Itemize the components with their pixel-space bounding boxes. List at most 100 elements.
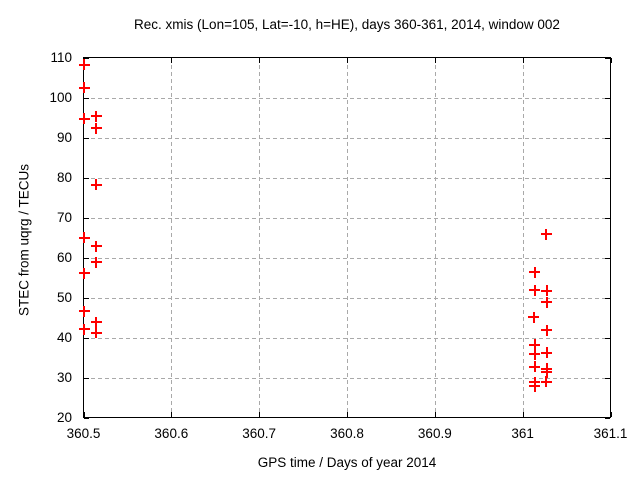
data-point-marker — [541, 285, 553, 297]
y-tick-left — [84, 417, 89, 419]
data-point-marker — [541, 347, 553, 359]
data-point-marker — [529, 266, 541, 278]
x-tick-label: 360.5 — [66, 426, 101, 441]
y-tick-left — [84, 297, 89, 299]
data-point-marker — [540, 376, 552, 388]
y-tick-right — [605, 377, 610, 379]
x-tick-label: 360.6 — [154, 426, 189, 441]
marker-v-stroke — [83, 82, 85, 94]
marker-v-stroke — [545, 376, 547, 388]
x-tick-top — [259, 58, 261, 63]
x-tick-top — [171, 58, 173, 63]
data-point-marker — [529, 348, 541, 360]
y-tick-left — [84, 177, 89, 179]
marker-v-stroke — [95, 256, 98, 268]
marker-v-stroke — [95, 240, 98, 252]
data-point-marker — [528, 311, 540, 323]
data-point-marker — [78, 323, 90, 335]
x-tick-label: 361 — [511, 426, 534, 441]
marker-v-stroke — [95, 110, 98, 122]
x-tick-bottom — [522, 412, 524, 417]
y-tick-left — [84, 137, 89, 139]
x-tick-top — [522, 58, 524, 63]
data-point-marker — [541, 296, 553, 308]
plot-area — [78, 57, 612, 419]
x-tick-bottom — [434, 412, 436, 417]
x-tick-bottom — [347, 412, 348, 417]
marker-v-stroke — [95, 122, 98, 134]
v-gridline — [171, 58, 173, 417]
y-tick-right — [605, 257, 610, 259]
marker-v-stroke — [533, 339, 536, 351]
v-gridline — [259, 58, 261, 417]
v-gridline — [522, 58, 524, 417]
y-tick-right — [605, 57, 610, 59]
marker-v-stroke — [83, 232, 85, 244]
y-tick-label: 60 — [56, 249, 72, 265]
x-tick-top — [347, 58, 348, 63]
y-tick-label: 90 — [56, 129, 72, 145]
data-point-marker — [541, 324, 553, 336]
y-tick-label: 80 — [56, 169, 72, 185]
y-tick-label: 30 — [56, 369, 72, 385]
v-gridline — [434, 58, 436, 417]
x-tick-label: 361.1 — [593, 426, 628, 441]
data-point-marker — [90, 122, 102, 134]
y-tick-right — [605, 417, 610, 419]
x-tick-bottom — [259, 412, 261, 417]
marker-v-stroke — [83, 59, 85, 71]
marker-v-stroke — [95, 327, 98, 339]
data-point-marker — [540, 228, 552, 240]
marker-v-stroke — [83, 323, 85, 335]
x-tick-label: 360.7 — [242, 426, 277, 441]
marker-v-stroke — [545, 366, 548, 378]
y-tick-right — [605, 97, 610, 99]
x-tick-bottom — [610, 412, 612, 417]
data-point-marker — [529, 339, 541, 351]
data-point-marker — [90, 179, 102, 191]
x-tick-top — [610, 58, 612, 63]
marker-v-stroke — [83, 113, 85, 125]
y-tick-left — [84, 57, 89, 59]
y-tick-label: 70 — [56, 209, 72, 225]
marker-v-stroke — [83, 267, 85, 279]
data-point-marker — [78, 267, 90, 279]
data-point-marker — [90, 110, 102, 122]
x-tick-label: 360.8 — [330, 426, 364, 441]
marker-v-stroke — [95, 179, 98, 191]
y-tick-left — [84, 217, 89, 219]
marker-v-stroke — [533, 361, 536, 373]
x-tick-bottom — [83, 412, 85, 417]
y-tick-left — [84, 97, 89, 99]
chart-title: Rec. xmis (Lon=105, Lat=-10, h=HE), days… — [134, 17, 560, 32]
marker-v-stroke — [545, 228, 547, 240]
marker-v-stroke — [545, 347, 548, 359]
data-point-marker — [90, 240, 102, 252]
data-point-marker — [78, 113, 90, 125]
marker-v-stroke — [533, 266, 536, 278]
marker-v-stroke — [545, 324, 548, 336]
data-point-marker — [541, 366, 553, 378]
marker-v-stroke — [533, 284, 536, 296]
y-tick-label: 110 — [50, 49, 72, 65]
marker-v-stroke — [545, 296, 548, 308]
data-point-marker — [78, 82, 90, 94]
marker-v-stroke — [95, 316, 98, 328]
v-gridline — [347, 58, 348, 417]
x-tick-label: 360.9 — [417, 426, 452, 441]
y-tick-left — [84, 257, 89, 259]
y-tick-right — [605, 137, 610, 139]
data-point-marker — [78, 305, 90, 317]
y-tick-label: 20 — [56, 409, 72, 425]
marker-v-stroke — [83, 305, 85, 317]
x-tick-bottom — [171, 412, 173, 417]
data-point-marker — [90, 256, 102, 268]
y-tick-right — [605, 177, 610, 179]
data-point-marker — [78, 232, 90, 244]
y-tick-label: 50 — [56, 289, 72, 305]
marker-v-stroke — [545, 285, 548, 297]
y-tick-left — [84, 377, 89, 379]
data-point-marker — [529, 361, 541, 373]
y-tick-label: 100 — [49, 89, 72, 105]
